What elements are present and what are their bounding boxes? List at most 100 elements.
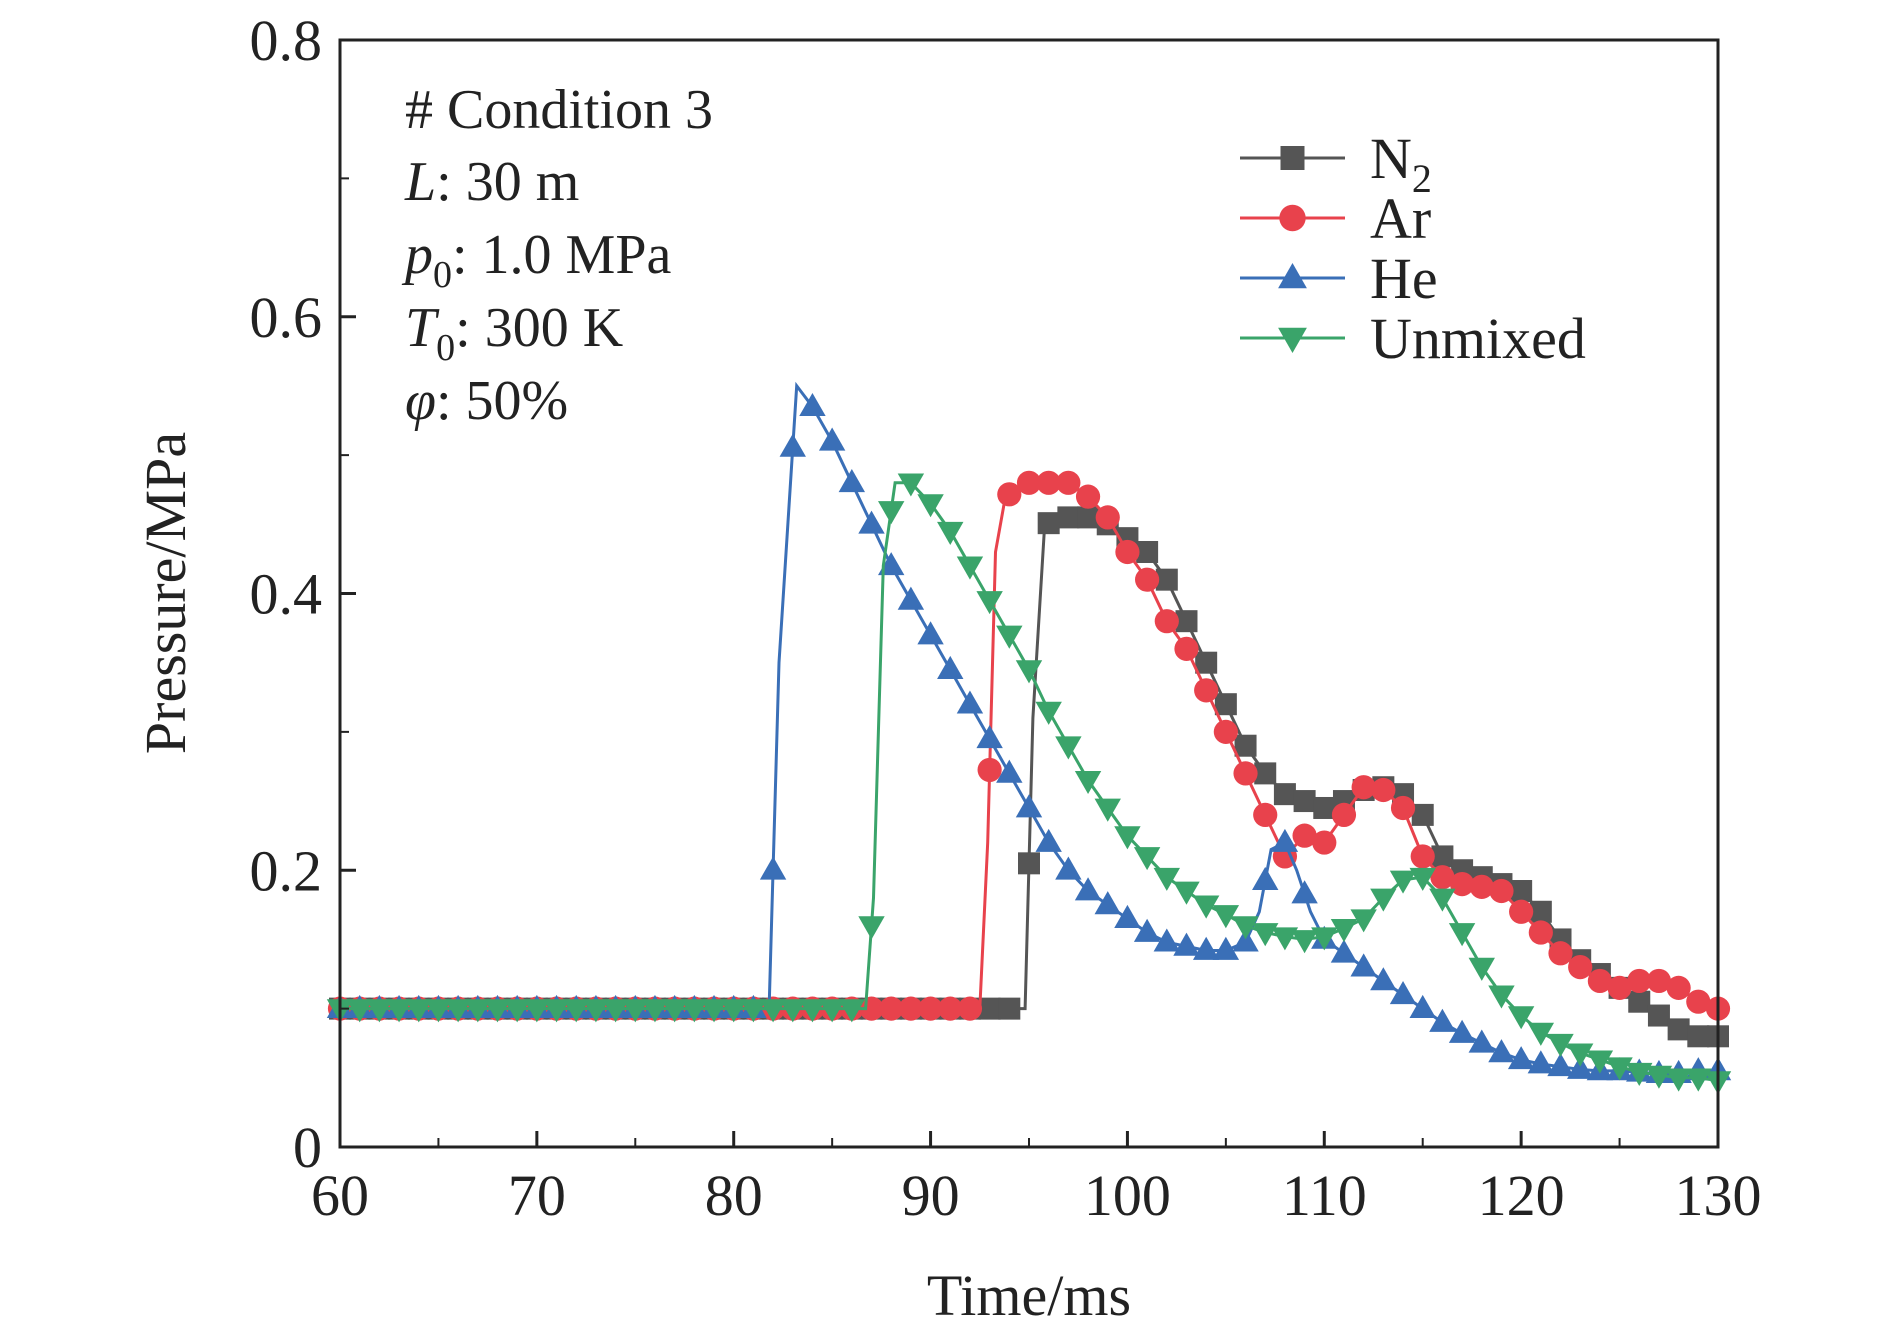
data-point <box>1330 919 1358 943</box>
data-point <box>1606 1057 1633 1081</box>
data-point <box>582 999 610 1023</box>
data-point <box>1507 1046 1535 1070</box>
data-point <box>1195 651 1218 674</box>
data-point <box>1510 880 1533 903</box>
data-point <box>1114 826 1141 850</box>
legend-marker <box>1278 327 1307 353</box>
data-point <box>937 655 964 679</box>
data-point <box>1015 660 1043 684</box>
data-point <box>1018 852 1040 875</box>
y-tick-label: 0.6 <box>250 285 323 350</box>
series-n2 <box>329 506 1729 1048</box>
data-point <box>1232 928 1259 952</box>
data-point <box>405 999 432 1023</box>
data-point <box>1035 828 1062 852</box>
data-point <box>1074 877 1102 901</box>
condition-line: L: 30 m <box>404 151 579 213</box>
data-point <box>938 996 963 1021</box>
data-point <box>1468 1029 1495 1053</box>
data-point <box>1153 867 1180 891</box>
data-point <box>1312 830 1337 855</box>
data-point <box>1057 506 1080 529</box>
data-point <box>1212 936 1240 960</box>
data-point <box>996 759 1023 783</box>
data-point <box>1273 783 1296 806</box>
y-tick-label: 0.4 <box>250 562 323 627</box>
data-point <box>1627 968 1652 994</box>
data-point <box>1685 1068 1712 1092</box>
data-point <box>1647 1004 1670 1027</box>
data-point <box>1429 888 1456 912</box>
data-point <box>1192 936 1220 960</box>
x-tick-label: 110 <box>1282 1163 1367 1228</box>
data-point <box>1568 955 1593 980</box>
data-point <box>1646 968 1672 994</box>
data-point <box>1254 762 1277 785</box>
legend-label: Ar <box>1370 186 1431 251</box>
data-point <box>977 757 1002 783</box>
data-point <box>1055 856 1082 880</box>
data-point <box>1234 734 1257 757</box>
data-point <box>1153 928 1180 952</box>
legend-marker <box>1278 263 1307 289</box>
data-point <box>997 482 1022 507</box>
data-point <box>1507 1006 1535 1030</box>
x-tick-label: 130 <box>1675 1163 1762 1228</box>
data-point <box>1311 927 1338 951</box>
legend-entry: Unmixed <box>1240 306 1586 371</box>
legend-label: N2 <box>1370 126 1432 201</box>
legend-marker <box>1280 146 1305 170</box>
data-point <box>1173 932 1200 956</box>
data-point <box>1548 941 1573 966</box>
data-point <box>918 996 943 1021</box>
data-point <box>1252 923 1279 947</box>
data-point <box>1567 1055 1594 1079</box>
data-point <box>1607 975 1632 1000</box>
legend-marker <box>1279 204 1306 232</box>
data-point <box>1350 909 1377 933</box>
data-point <box>602 999 629 1023</box>
data-point <box>1448 1019 1476 1043</box>
data-point <box>464 999 491 1023</box>
data-point <box>1489 878 1514 904</box>
data-point <box>1095 505 1120 530</box>
series-ar <box>327 470 1731 1021</box>
data-point <box>998 997 1021 1020</box>
data-point <box>1271 927 1299 951</box>
x-tick-label: 90 <box>902 1163 960 1228</box>
data-point <box>898 996 923 1021</box>
data-point <box>838 999 866 1023</box>
data-point <box>996 625 1023 649</box>
data-point <box>1547 1033 1574 1057</box>
data-point <box>917 494 944 518</box>
data-point <box>1175 610 1198 633</box>
data-point <box>366 999 393 1023</box>
x-tick-label: 60 <box>311 1163 369 1228</box>
y-axis: 0 0.2 0.4 0.6 0.8 <box>250 8 356 1180</box>
data-point <box>1194 678 1219 703</box>
data-point <box>1509 899 1534 924</box>
data-point <box>1488 1039 1515 1063</box>
data-point <box>1665 1068 1692 1092</box>
data-point <box>976 591 1003 615</box>
data-point <box>1056 470 1081 495</box>
data-point <box>1409 867 1436 891</box>
data-point <box>1075 484 1101 509</box>
data-point <box>1449 871 1475 897</box>
x-axis-title: Time/ms <box>927 1263 1131 1328</box>
series-unmixed <box>326 473 1732 1095</box>
data-point <box>1291 880 1318 904</box>
data-point <box>897 586 925 610</box>
data-point <box>779 999 806 1023</box>
series-line <box>340 481 1719 1011</box>
data-point <box>1271 828 1299 852</box>
data-point <box>799 392 826 417</box>
data-point <box>917 621 944 645</box>
data-point <box>1351 775 1376 800</box>
data-point <box>1468 957 1495 981</box>
data-point <box>1666 975 1691 1000</box>
data-point <box>1155 568 1178 591</box>
